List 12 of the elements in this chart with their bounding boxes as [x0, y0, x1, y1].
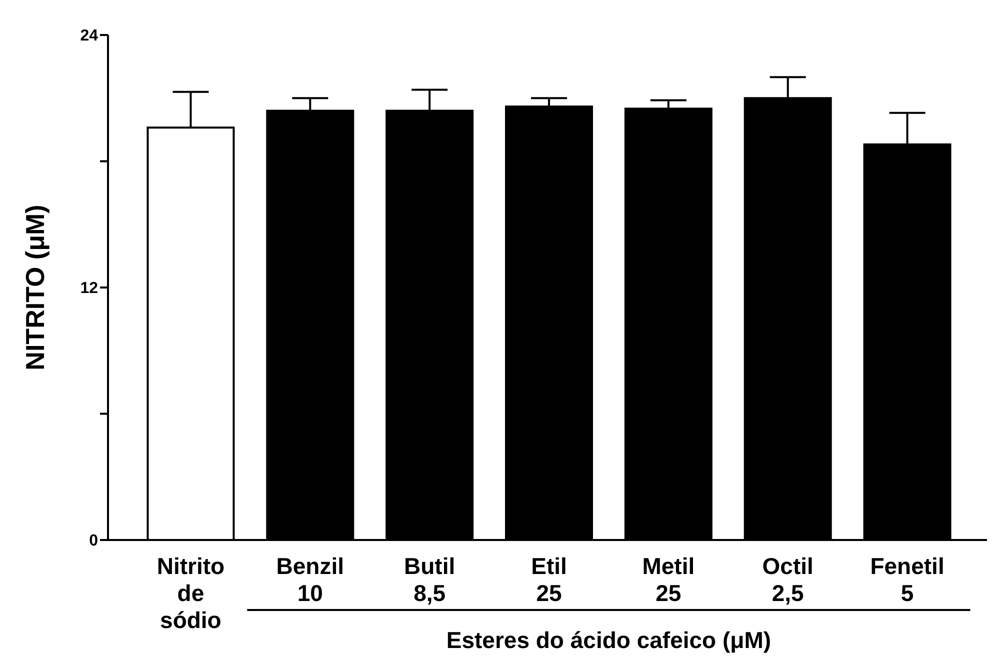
x-tick-label: Metil 25: [642, 553, 695, 606]
y-tick-label: 0: [89, 532, 98, 550]
x-tick-label: Butil 8,5: [404, 553, 456, 606]
y-tick-label: 24: [80, 28, 98, 45]
y-tick-label: 12: [80, 280, 98, 298]
y-axis-title: NITRITO (μM): [20, 204, 50, 370]
x-tick-label: Fenetil 5: [870, 553, 944, 606]
x-tick-label: Nitrito de sódio: [156, 553, 225, 633]
text: Esteres do ácido cafeico (μM): [446, 627, 772, 653]
x-tick-label: Benzil 10: [276, 553, 344, 606]
x-tick-label: Octil 2,5: [762, 553, 814, 606]
x-tick-label: Etil 25: [531, 553, 567, 606]
